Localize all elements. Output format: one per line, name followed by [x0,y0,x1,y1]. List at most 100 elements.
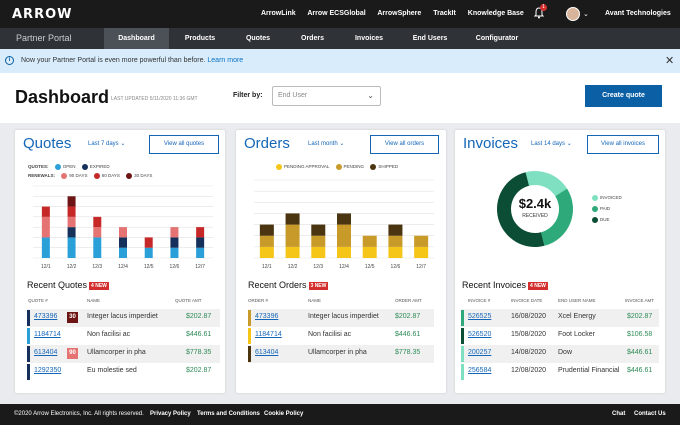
tab-orders[interactable]: Orders [301,35,324,42]
company-name[interactable]: Avant Technologies [605,10,671,17]
close-icon[interactable]: ✕ [665,55,675,67]
toplink-arrowsphere[interactable]: ArrowSphere [377,10,422,17]
bar-shipped[interactable] [285,213,300,225]
bar-pending-approval[interactable] [285,246,300,258]
bar-60-days[interactable] [196,227,205,238]
bar-pending-approval[interactable] [362,246,377,258]
bar-pending[interactable] [337,224,351,247]
bar-open[interactable] [67,237,76,258]
create-quote-button[interactable]: Create quote [585,85,662,107]
chevron-down-icon[interactable]: ⌄ [583,11,589,18]
bar-open[interactable] [41,237,50,258]
table-row[interactable]: 473396 Integer lacus imperdiet $202.87 [248,309,434,327]
table-row[interactable]: 526525 16/08/2020 Xcel Energy $202.87 [461,309,659,327]
order-number-link[interactable]: 613404 [255,349,279,356]
view-all-invoices-button[interactable]: View all invoices [587,135,659,154]
bar-shipped[interactable] [337,213,351,225]
bar-90-days[interactable] [93,227,102,238]
bar-shipped[interactable] [388,224,403,236]
bar-30-days[interactable] [67,196,76,207]
table-row[interactable]: 1292350 Eu molestie sed $202.87 [27,363,220,381]
tab-end-users[interactable]: End Users [412,35,448,42]
quote-number-link[interactable]: 1184714 [34,331,61,338]
privacy-policy-link[interactable]: Privacy Policy [150,411,191,417]
table-row[interactable]: 613404 90 Ullamcorper in pha $778.35 [27,345,220,363]
slice-invoiced[interactable] [525,171,568,197]
bar-pending[interactable] [311,235,326,247]
recent-orders-heading: Recent Orders 3 NEW [248,280,329,290]
tab-invoices[interactable]: Invoices [354,35,383,42]
bar-90-days[interactable] [41,216,50,238]
quote-number-link[interactable]: 1292350 [34,367,62,374]
bar-open[interactable] [93,237,102,258]
invoice-number-link[interactable]: 200257 [468,349,492,356]
bar-open[interactable] [119,247,127,258]
bar-60-days[interactable] [41,206,50,217]
chat-link[interactable]: Chat [612,411,626,417]
toplink-knowledge-base[interactable]: Knowledge Base [467,10,524,17]
table-row[interactable]: 526520 15/08/2020 Foot Locker $106.58 [461,327,659,345]
invoice-number-link[interactable]: 526520 [468,331,492,338]
bar-expired[interactable] [119,237,127,248]
bar-open[interactable] [196,247,205,258]
bar-expired[interactable] [196,237,205,248]
bar-90-days[interactable] [170,227,179,238]
cookie-policy-link[interactable]: Cookie Policy [264,411,304,417]
order-number-link[interactable]: 1184714 [255,331,282,338]
tab-quotes[interactable]: Quotes [245,35,271,42]
bar-shipped[interactable] [311,224,326,236]
bar-pending[interactable] [388,235,403,247]
view-all-quotes-button[interactable]: View all quotes [149,135,219,154]
bar-60-days[interactable] [67,206,76,217]
invoice-number-link[interactable]: 526525 [468,313,492,320]
bar-pending[interactable] [259,235,274,247]
bar-pending-approval[interactable] [259,246,274,258]
table-row[interactable]: 473396 30 Integer lacus imperdiet $202.8… [27,309,220,327]
invoices-period-dropdown[interactable]: Last 14 days ⌄ [531,141,572,147]
tab-dashboard[interactable]: Dashboard [104,28,169,49]
terms-link[interactable]: Terms and Conditions [197,411,260,417]
bar-pending[interactable] [414,235,429,247]
bar-pending-approval[interactable] [311,246,326,258]
toplink-arrowlink[interactable]: ArrowLink [261,10,296,17]
table-row[interactable]: 613404 Ullamcorper in pha $778.35 [248,345,434,363]
table-row[interactable]: 200257 14/08/2020 Dow $446.61 [461,345,659,363]
bar-90-days[interactable] [67,216,76,228]
contact-us-link[interactable]: Contact Us [634,411,666,417]
end-user-filter[interactable]: End User ⌄ [272,86,381,106]
bar-90-days[interactable] [119,227,127,238]
toplink-trackit[interactable]: TrackIt [433,10,456,17]
tab-configurator[interactable]: Configurator [475,35,519,42]
invoice-number-link[interactable]: 256584 [468,367,492,374]
bar-open[interactable] [170,247,179,258]
table-row[interactable]: 256584 12/08/2020 Prudential Financial $… [461,363,659,381]
bar-pending[interactable] [285,224,300,247]
view-all-orders-button[interactable]: View all orders [370,135,439,154]
quote-number-link[interactable]: 613404 [34,349,58,356]
table-row[interactable]: 1184714 Non facilisi ac $446.61 [27,327,220,345]
bar-60-days[interactable] [144,237,153,248]
toplink-ecsglobal[interactable]: Arrow ECSGlobal [307,10,366,17]
bar-shipped[interactable] [259,224,274,236]
arrow-logo[interactable]: ARROW [12,7,73,22]
order-number-link[interactable]: 473396 [255,313,279,320]
bar-pending-approval[interactable] [414,246,429,258]
bar-open[interactable] [144,247,153,258]
avatar[interactable] [566,7,580,21]
bar-pending-approval[interactable] [388,246,403,258]
learn-more-link[interactable]: Learn more [207,57,244,64]
bar-expired[interactable] [170,237,179,248]
quotes-period-dropdown[interactable]: Last 7 days ⌄ [88,141,126,147]
orders-period-dropdown[interactable]: Last month ⌄ [308,141,345,147]
table-row[interactable]: 1184714 Non facilisi ac $446.61 [248,327,434,345]
bar-60-days[interactable] [93,216,102,228]
tab-products[interactable]: Products [184,35,216,42]
bar-expired[interactable] [67,227,76,238]
bar-pending[interactable] [362,235,377,247]
status-bar [248,310,251,326]
slice-paid[interactable] [540,188,573,246]
quote-number-link[interactable]: 473396 [34,313,58,320]
slice-due[interactable] [497,172,545,247]
bar-pending-approval[interactable] [337,246,351,258]
legend-90: 90 DAYS [69,173,88,179]
